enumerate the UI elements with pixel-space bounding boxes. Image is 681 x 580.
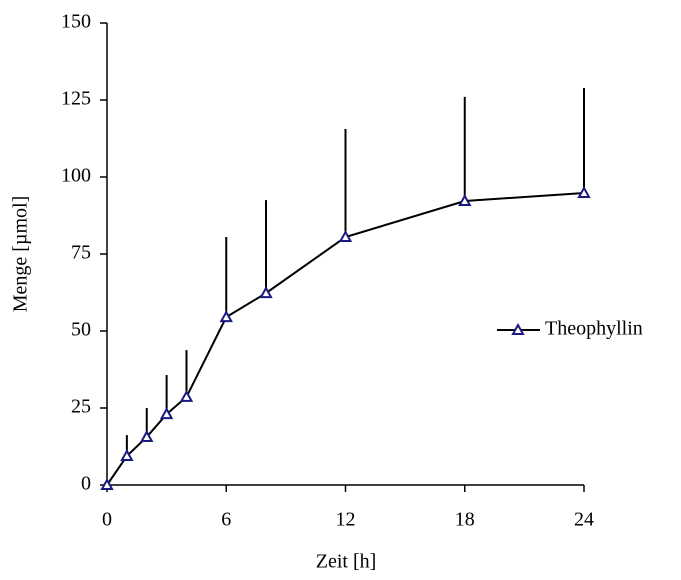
y-tick-label: 100 [61,165,91,187]
data-point [219,310,233,323]
x-tick-label: 6 [221,509,231,531]
data-point [120,448,134,462]
y-tick-label: 50 [71,319,91,341]
data-point [179,389,194,402]
y-axis-title: Menge [µmol] [10,196,32,313]
data-point [577,185,591,199]
y-tick-label: 25 [71,396,91,418]
data-point [100,477,114,490]
y-tick-label: 0 [81,473,91,495]
legend-label: Theophyllin [545,318,643,340]
legend-marker [511,322,525,335]
y-tick-label: 150 [61,11,91,33]
x-tick-label: 18 [455,509,475,531]
data-point [259,286,273,299]
y-tick-label: 75 [71,242,91,264]
x-tick-label: 12 [336,509,356,531]
data-point [458,193,472,207]
x-tick-label: 24 [574,509,594,531]
x-tick-label: 0 [102,509,112,531]
x-axis-title: Zeit [h] [316,551,377,573]
data-point [140,429,154,442]
data-point [159,407,174,420]
data-line [106,192,585,486]
y-tick-label: 125 [61,88,91,110]
data-point [338,230,353,243]
